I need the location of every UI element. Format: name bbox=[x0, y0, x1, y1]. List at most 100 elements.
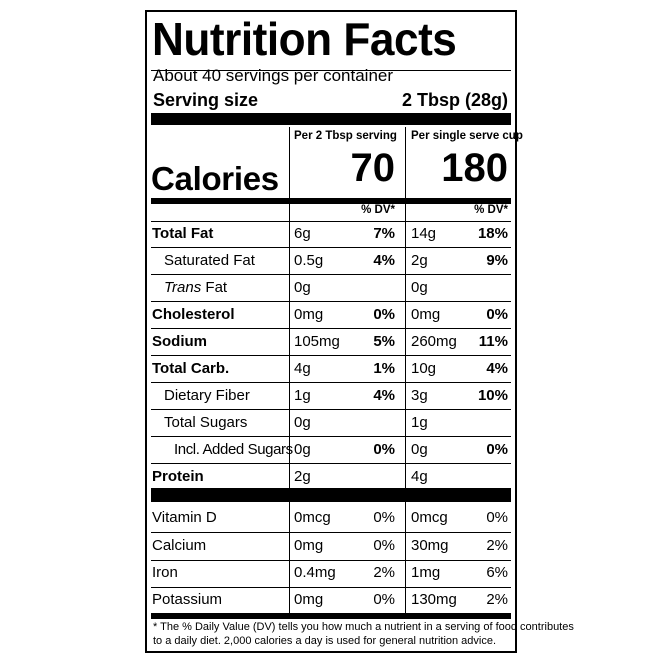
dv-header-col1: % DV* bbox=[361, 204, 395, 216]
vitamin-name: Vitamin D bbox=[152, 509, 217, 526]
row-divider bbox=[151, 463, 511, 464]
nutrient-dv-col2: 4% bbox=[486, 360, 508, 377]
calories-col1: 70 bbox=[350, 146, 396, 190]
vitamin-amount-col1: 0.4mg bbox=[294, 564, 336, 581]
nutrient-amount-col2: 0g bbox=[411, 441, 428, 458]
nutrient-name: Incl. Added Sugars bbox=[174, 441, 293, 458]
thick-divider bbox=[151, 488, 511, 502]
row-divider bbox=[151, 532, 511, 533]
dv-header-col2: % DV* bbox=[474, 204, 508, 216]
nutrient-name: Cholesterol bbox=[152, 306, 235, 323]
vitamin-amount-col1: 0mg bbox=[294, 537, 324, 554]
calories-label: Calories bbox=[151, 160, 279, 197]
nutrient-dv-col1: 4% bbox=[373, 252, 395, 269]
vitamin-amount-col1: 0mg bbox=[294, 591, 324, 608]
nutrient-name: Sodium bbox=[152, 333, 207, 350]
footnote-line-2: to a daily diet. 2,000 calories a day is… bbox=[153, 635, 497, 647]
nutrient-amount-col2: 3g bbox=[411, 387, 428, 404]
serving-size-label: Serving size bbox=[153, 90, 259, 110]
row-divider bbox=[151, 587, 511, 588]
vitamin-amount-col2: 0mcg bbox=[411, 509, 448, 526]
nutrient-amount-col1: 0mg bbox=[294, 306, 324, 323]
row-divider bbox=[151, 328, 511, 329]
row-divider bbox=[151, 355, 511, 356]
medium-divider bbox=[151, 613, 511, 619]
nutrient-name-italic: Trans bbox=[164, 279, 202, 296]
nutrient-dv-col2: 0% bbox=[486, 441, 508, 458]
vitamin-amount-col1: 0mcg bbox=[294, 509, 331, 526]
row-divider bbox=[151, 301, 511, 302]
divider bbox=[151, 70, 511, 71]
calories-col2: 180 bbox=[441, 146, 508, 190]
row-divider bbox=[151, 247, 511, 248]
medium-divider bbox=[151, 198, 511, 204]
nutrient-dv-col2: 11% bbox=[478, 333, 508, 350]
nutrient-dv-col2: 9% bbox=[486, 252, 508, 269]
vitamin-amount-col2: 130mg bbox=[411, 591, 457, 608]
nutrient-dv-col2: 18% bbox=[477, 225, 508, 242]
vitamin-name: Calcium bbox=[152, 537, 207, 554]
nutrient-name-rest: Fat bbox=[201, 279, 228, 296]
vitamin-dv-col2: 0% bbox=[486, 509, 508, 526]
nutrient-dv-col2: 0% bbox=[486, 306, 508, 323]
vitamin-dv-col1: 0% bbox=[373, 537, 395, 554]
nutrient-amount-col1: 6g bbox=[294, 225, 311, 242]
nutrient-name: Saturated Fat bbox=[164, 252, 255, 269]
vitamin-dv-col2: 2% bbox=[486, 537, 508, 554]
nutrient-amount-col2: 10g bbox=[411, 360, 437, 377]
nutrient-name: Trans Fat bbox=[164, 280, 227, 295]
nutrient-name: Dietary Fiber bbox=[164, 387, 250, 404]
nutrient-dv-col1: 4% bbox=[373, 387, 395, 404]
servings-per-container: About 40 servings per container bbox=[153, 66, 394, 85]
nutrient-amount-col1: 2g bbox=[294, 468, 311, 485]
nutrient-amount-col2: 1g bbox=[411, 414, 428, 431]
vitamin-dv-col1: 2% bbox=[373, 564, 395, 581]
footnote-line-1: * The % Daily Value (DV) tells you how m… bbox=[153, 621, 574, 633]
nutrient-amount-col1: 105mg bbox=[294, 333, 340, 350]
row-divider bbox=[151, 274, 511, 275]
nutrient-amount-col1: 4g bbox=[294, 360, 311, 377]
nutrient-name: Total Carb. bbox=[152, 360, 230, 377]
nutrition-facts-label: Nutrition Facts About 40 servings per co… bbox=[145, 10, 574, 653]
nutrient-dv-col1: 5% bbox=[373, 333, 395, 350]
column-separator bbox=[405, 127, 406, 488]
divider bbox=[151, 221, 511, 222]
vitamin-dv-col2: 2% bbox=[486, 591, 508, 608]
vitamin-dv-col1: 0% bbox=[373, 509, 395, 526]
nutrient-amount-col2: 2g bbox=[411, 252, 428, 269]
vitamin-dv-col2: 6% bbox=[486, 564, 508, 581]
thick-divider bbox=[151, 113, 511, 125]
nutrient-name: Total Fat bbox=[152, 225, 214, 242]
col1-header: Per 2 Tbsp serving bbox=[294, 130, 397, 142]
column-separator bbox=[289, 127, 290, 488]
row-divider bbox=[151, 409, 511, 410]
nutrient-amount-col1: 0g bbox=[294, 279, 311, 296]
nutrient-dv-col1: 1% bbox=[373, 360, 395, 377]
serving-size-value: 2 Tbsp (28g) bbox=[401, 90, 508, 110]
nutrient-dv-col1: 7% bbox=[373, 225, 395, 242]
nutrient-amount-col2: 260mg bbox=[411, 333, 457, 350]
nutrient-name: Protein bbox=[152, 468, 204, 485]
row-divider bbox=[151, 560, 511, 561]
nutrient-amount-col1: 0g bbox=[294, 414, 311, 431]
row-divider bbox=[151, 382, 511, 383]
nutrient-dv-col1: 0% bbox=[373, 441, 395, 458]
vitamin-amount-col2: 30mg bbox=[411, 537, 449, 554]
nutrient-amount-col2: 0g bbox=[411, 279, 428, 296]
nutrient-amount-col2: 0mg bbox=[411, 306, 441, 323]
vitamin-amount-col2: 1mg bbox=[411, 564, 441, 581]
vitamin-dv-col1: 0% bbox=[373, 591, 395, 608]
nutrient-amount-col1: 1g bbox=[294, 387, 311, 404]
nutrient-amount-col1: 0g bbox=[294, 441, 311, 458]
vitamin-name: Potassium bbox=[152, 591, 223, 608]
nutrient-amount-col2: 14g bbox=[411, 225, 437, 242]
row-divider bbox=[151, 436, 511, 437]
nutrient-amount-col2: 4g bbox=[411, 468, 428, 485]
col2-header: Per single serve cup bbox=[411, 130, 523, 142]
vitamin-name: Iron bbox=[152, 564, 178, 581]
nutrient-amount-col1: 0.5g bbox=[294, 252, 324, 269]
nutrient-name: Total Sugars bbox=[164, 414, 248, 431]
nutrient-dv-col1: 0% bbox=[373, 306, 395, 323]
nutrient-dv-col2: 10% bbox=[477, 387, 508, 404]
label-title: Nutrition Facts bbox=[152, 13, 457, 65]
